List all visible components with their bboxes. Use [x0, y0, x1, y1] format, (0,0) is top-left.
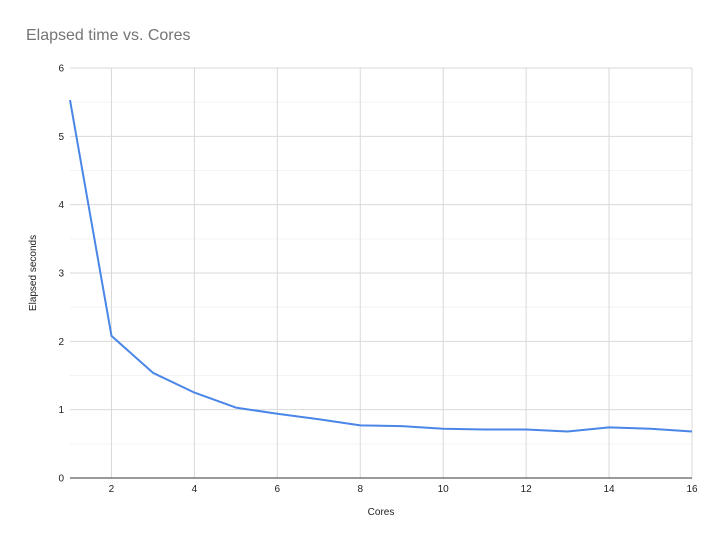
y-tick-label: 6 [58, 64, 64, 75]
x-tick-label: 12 [521, 484, 533, 495]
y-axis-title: Elapsed seconds [28, 235, 39, 311]
x-axis-title: Cores [368, 507, 395, 518]
x-tick-label: 16 [686, 484, 698, 495]
y-tick-label: 5 [58, 132, 64, 143]
y-tick-label: 1 [58, 405, 64, 416]
y-tick-label: 0 [58, 474, 64, 485]
y-tick-label: 3 [58, 269, 64, 280]
series-layer [69, 99, 693, 433]
x-tick-label: 6 [275, 484, 281, 495]
y-tick-label: 4 [58, 200, 64, 211]
y-tick-label: 2 [58, 337, 64, 348]
x-tick-label: 8 [357, 484, 363, 495]
chart-title: Elapsed time vs. Cores [26, 27, 191, 44]
x-tick-label: 2 [109, 484, 115, 495]
series-line [69, 99, 693, 433]
x-tick-label: 10 [438, 484, 450, 495]
grid-layer [70, 67, 693, 478]
x-tick-label: 4 [192, 484, 198, 495]
x-tick-label: 14 [604, 484, 616, 495]
